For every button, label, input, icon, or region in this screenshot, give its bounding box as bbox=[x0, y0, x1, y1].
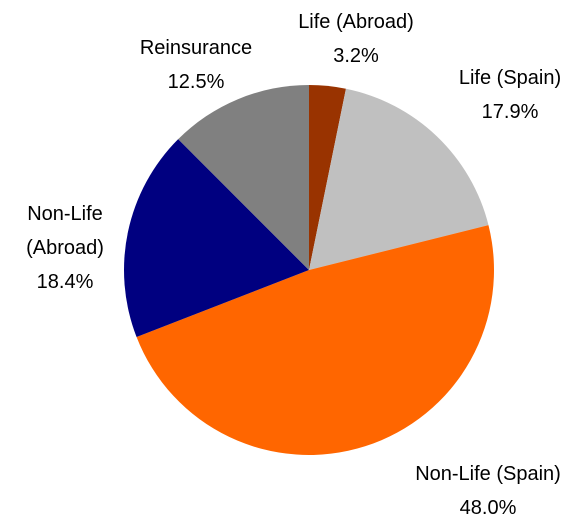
category-label: Non-Life (Spain) bbox=[415, 463, 561, 485]
pie-slice bbox=[123, 139, 309, 338]
category-label: Life (Abroad) bbox=[298, 11, 414, 33]
value-label: 18.4% bbox=[36, 271, 94, 293]
slice-label: Non-Life (Abroad) 18.4% bbox=[0, 197, 130, 299]
category-label: Life (Spain) bbox=[458, 67, 562, 89]
value-label: 12.5% bbox=[167, 71, 225, 93]
pie-slice bbox=[309, 88, 489, 271]
value-label: 3.2% bbox=[333, 45, 379, 67]
slice-label: Life (Spain) 17.9% bbox=[430, 61, 584, 129]
pie-slice bbox=[309, 85, 346, 270]
slice-label: Life (Abroad) 3.2% bbox=[276, 5, 436, 73]
category-label: Non-Life (Abroad) bbox=[26, 203, 104, 259]
slice-label: Reinsurance 12.5% bbox=[106, 31, 286, 99]
pie-slice bbox=[178, 85, 309, 270]
value-label: 17.9% bbox=[481, 101, 539, 123]
slice-label: Non-Life (Spain) 48.0% bbox=[368, 457, 584, 522]
value-label: 48.0% bbox=[459, 497, 517, 519]
pie-slice bbox=[136, 225, 494, 455]
category-label: Reinsurance bbox=[139, 37, 253, 59]
